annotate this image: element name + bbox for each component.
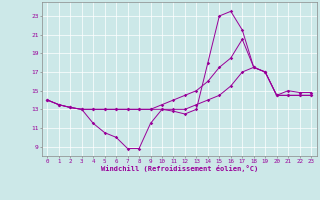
X-axis label: Windchill (Refroidissement éolien,°C): Windchill (Refroidissement éolien,°C): [100, 165, 258, 172]
